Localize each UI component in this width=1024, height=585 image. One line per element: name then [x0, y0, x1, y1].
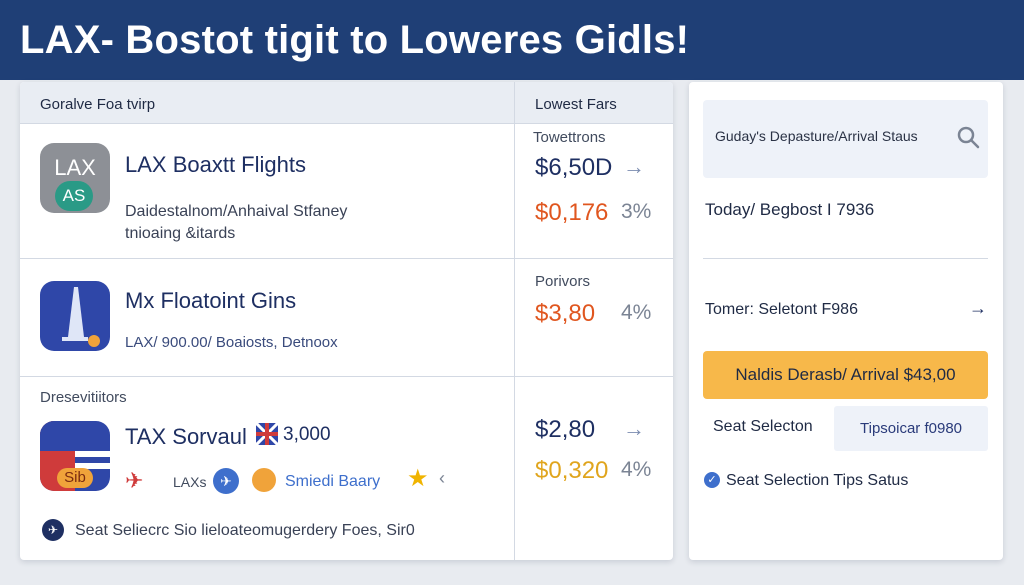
- row-divider: [20, 258, 673, 259]
- plane-badge-icon: ✈: [213, 468, 239, 494]
- flag-app-icon: Sib: [40, 421, 110, 491]
- search-icon[interactable]: [955, 124, 981, 150]
- star-icon: ★: [407, 465, 429, 492]
- fare-price-deal: $0,320: [535, 457, 609, 484]
- flight-title[interactable]: Mx Floatoint Gins: [125, 288, 297, 313]
- arrival-price-button[interactable]: Naldis Derasb/ Arrival $43,00: [703, 351, 988, 399]
- search-box[interactable]: Guday's Depasture/Arrival Staus: [703, 100, 988, 178]
- footer-text: Seat Seliecrc Sio lieloateomugerdery Foe…: [75, 522, 415, 539]
- plane-circle-icon: ✈: [42, 519, 64, 541]
- flight-subtitle-2: tnioaing &itards: [125, 225, 236, 242]
- fare-group-label: Towettrons: [533, 129, 606, 146]
- flight-subtitle: Daidestalnom/Anhaival Stfaney: [125, 203, 348, 220]
- flight-route: LAX/ 900.00/ Boaiosts, Detnoox: [125, 334, 338, 351]
- column-divider: [514, 82, 515, 560]
- flight-title[interactable]: TAX Sorvaul: [125, 424, 247, 449]
- plane-icon: ✈: [125, 468, 144, 493]
- lax-app-icon: LAX AS: [40, 143, 110, 213]
- arrow-right-icon[interactable]: →: [623, 416, 645, 441]
- row-divider: [20, 376, 673, 377]
- as-badge: AS: [55, 181, 93, 211]
- tips-badge[interactable]: Tipsoicar f0980: [834, 406, 988, 451]
- airline-code: LAXs: [173, 474, 207, 490]
- lax-icon-label: LAX: [54, 155, 96, 180]
- fare-percent: 4%: [621, 301, 652, 324]
- check-icon: ✓: [704, 472, 720, 488]
- section-label: Dresevitiitors: [40, 389, 127, 406]
- sun-icon: [252, 468, 276, 492]
- seat-selection-label: Seat Selecton: [713, 418, 813, 435]
- flights-panel-header: Goralve Foa tvirp Lowest Fars: [20, 82, 673, 124]
- fare-group-label: Porivors: [535, 273, 591, 290]
- flight-title[interactable]: LAX Boaxtt Flights: [125, 152, 306, 177]
- fare-percent: 4%: [621, 458, 652, 481]
- uk-flag-icon: [254, 421, 280, 447]
- status-panel: Guday's Depasture/Arrival Staus Today/ B…: [689, 82, 1003, 560]
- tomer-info: Tomer: Seletont F986: [705, 301, 858, 318]
- today-info: Today/ Begbost I 7936: [705, 200, 875, 219]
- flight-value: 3,000: [283, 424, 331, 445]
- sib-badge: Sib: [57, 468, 93, 488]
- fare-percent: 3%: [621, 200, 652, 223]
- fare-price: $2,80: [535, 416, 596, 443]
- side-divider: [703, 258, 988, 259]
- arrow-right-icon[interactable]: →: [623, 154, 645, 179]
- chevron-left-icon[interactable]: ‹: [439, 468, 445, 488]
- search-text: Guday's Depasture/Arrival Staus: [715, 128, 918, 144]
- seat-tips-status: Seat Selection Tips Satus: [726, 472, 909, 489]
- page-title: LAX- Bostot tigit to Loweres Gidls!: [20, 18, 690, 62]
- airport-tower-icon: [40, 281, 110, 351]
- top-header: LAX- Bostot tigit to Loweres Gidls!: [0, 0, 1024, 80]
- flights-panel-title: Goralve Foa tvirp: [40, 96, 156, 113]
- fare-price-deal: $3,80: [535, 300, 596, 327]
- flights-panel: Goralve Foa tvirp Lowest Fars LAX AS LAX…: [20, 82, 673, 560]
- fare-price: $6,50D: [535, 154, 613, 181]
- airline-name: Smiedi Baary: [285, 473, 381, 490]
- lowest-fares-title: Lowest Fars: [535, 96, 617, 113]
- fare-price-deal: $0,176: [535, 199, 609, 226]
- arrow-right-icon[interactable]: →: [969, 298, 987, 318]
